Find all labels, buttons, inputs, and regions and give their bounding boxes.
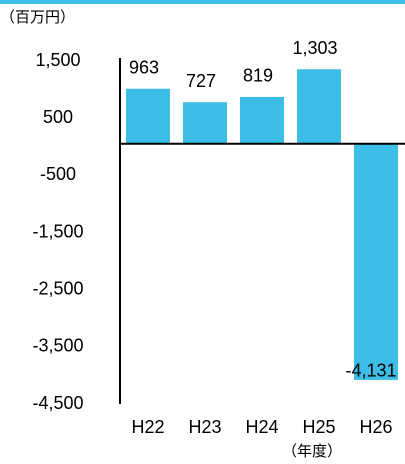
data-label: 1,303 [292, 38, 337, 58]
x-tick-label: H22 [131, 417, 164, 437]
bar [126, 88, 170, 144]
data-label: 819 [243, 66, 273, 86]
x-tick-label: H24 [245, 417, 278, 437]
y-tick-label: -2,500 [32, 278, 83, 298]
data-label: -4,131 [345, 361, 396, 381]
top-stripe [0, 0, 405, 4]
y-tick-label: -3,500 [32, 336, 83, 356]
x-tick-label: H26 [359, 417, 392, 437]
data-label: 963 [129, 57, 159, 77]
bar [183, 102, 227, 144]
unit-label: （百万円） [0, 9, 75, 26]
y-tick-label: 500 [43, 107, 73, 127]
x-tick-label: H25 [302, 417, 335, 437]
bar [297, 69, 341, 144]
data-label: 727 [186, 71, 216, 91]
y-tick-label: 1,500 [35, 50, 80, 70]
y-tick-label: -1,500 [32, 221, 83, 241]
y-tick-label: -500 [40, 164, 76, 184]
x-tick-label: H23 [188, 417, 221, 437]
bar [354, 143, 398, 380]
bar [240, 96, 284, 144]
x-axis-label: （年度） [282, 443, 342, 460]
y-tick-label: -4,500 [32, 393, 83, 413]
